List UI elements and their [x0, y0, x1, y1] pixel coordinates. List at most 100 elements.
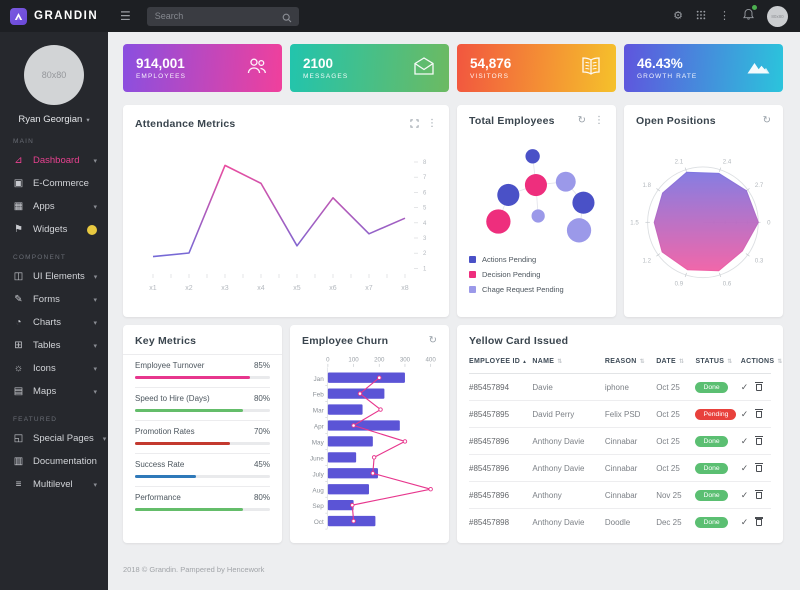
search-input[interactable]	[146, 6, 299, 26]
sidebar-item-forms[interactable]: ✎ Forms ▾	[0, 288, 108, 311]
trash-icon[interactable]	[755, 408, 764, 418]
svg-text:x8: x8	[401, 285, 409, 292]
sort-asc-icon[interactable]: ▴	[523, 358, 527, 365]
cell-employee-id: #85457896	[469, 463, 510, 473]
sidebar-item-label: Tables	[33, 340, 61, 351]
status-badge: Done	[695, 489, 728, 501]
column-label: DATE	[656, 358, 676, 365]
sidebar-item-widgets[interactable]: ⚑ Widgets	[0, 218, 108, 241]
kebab-icon[interactable]: ⋮	[427, 118, 437, 129]
cell-reason: Cinnabar	[604, 463, 638, 473]
trash-icon[interactable]	[755, 489, 764, 499]
key-metrics-card: Key Metrics Employee Turnover 85% Speed to…	[123, 325, 282, 543]
sort-icon[interactable]: ⇅	[727, 359, 733, 365]
refresh-icon[interactable]: ↻	[762, 115, 771, 126]
trash-icon[interactable]	[755, 435, 764, 445]
apps-icon: ▦	[13, 201, 24, 212]
sidebar-item-maps[interactable]: ▤ Maps ▾	[0, 380, 108, 403]
stat-label: VISITORS	[470, 73, 510, 80]
search-icon[interactable]	[282, 10, 292, 28]
cell-name: Anthony	[532, 490, 562, 500]
sidebar-item-ecommerce[interactable]: ▣ E-Commerce	[0, 172, 108, 195]
user-name: Ryan Georgian	[18, 114, 83, 125]
chevron-down-icon: ▾	[93, 296, 97, 304]
column-label: REASON	[604, 358, 637, 365]
user-menu[interactable]: Ryan Georgian ▾	[0, 114, 108, 125]
svg-text:4: 4	[423, 221, 427, 227]
col-name[interactable]: NAME ⇅	[532, 358, 604, 365]
svg-text:Jan: Jan	[313, 376, 324, 383]
stat-label: GROWTH RATE	[637, 73, 698, 80]
progress-fill	[135, 442, 230, 445]
legend-label: Decision Pending	[482, 270, 541, 279]
kebab-icon[interactable]: ⋮	[594, 115, 604, 126]
employee-churn-chart: 0 100 200 300 400 Jan Feb Mar Apr May June July Aug S…	[310, 356, 437, 530]
status-badge: Done	[695, 381, 728, 393]
sidebar-section-label: COMPONENT	[13, 254, 67, 261]
check-icon[interactable]: ✓	[740, 489, 749, 500]
svg-text:Aug: Aug	[312, 487, 324, 494]
trash-icon[interactable]	[755, 517, 764, 526]
cell-actions: ✓	[740, 489, 771, 501]
sort-icon[interactable]: ⇅	[639, 359, 645, 365]
col-actions[interactable]: ACTIONS ⇅	[741, 358, 783, 365]
table-row: #85457896 Anthony Davie Cinnabar Oct 25 Done…	[469, 455, 771, 482]
progress-track	[135, 409, 270, 412]
cell-reason: Cinnabar	[604, 490, 638, 500]
svg-text:May: May	[312, 440, 325, 447]
trash-icon[interactable]	[755, 462, 764, 472]
check-icon[interactable]: ✓	[740, 517, 749, 527]
col-reason[interactable]: REASON ⇅	[605, 358, 656, 365]
gear-icon[interactable]: ⚙	[673, 9, 683, 22]
card-title: Attendance Metrics	[135, 118, 236, 130]
hamburger-icon[interactable]: ☰	[120, 9, 131, 23]
metric-row: Performance 80%	[123, 487, 282, 511]
legend-item: Decision Pending	[469, 267, 604, 282]
progress-fill	[135, 508, 243, 511]
check-icon[interactable]: ✓	[740, 381, 749, 392]
check-icon[interactable]: ✓	[740, 435, 749, 446]
kebab-icon[interactable]: ⋮	[719, 9, 730, 22]
trash-icon[interactable]	[755, 381, 764, 391]
refresh-icon[interactable]: ↻	[428, 335, 437, 346]
brand[interactable]: GRANDIN	[0, 7, 108, 25]
sidebar-item-apps[interactable]: ▦ Apps ▾	[0, 195, 108, 218]
expand-icon[interactable]	[410, 115, 419, 133]
stat-card-messages: 2100 MESSAGES	[290, 44, 449, 92]
sidebar-item-label: E-Commerce	[33, 178, 89, 189]
metric-label: Employee Turnover	[135, 361, 205, 370]
column-label: EMPLOYEE ID	[469, 358, 521, 365]
check-icon[interactable]: ✓	[740, 408, 749, 419]
svg-text:1.8: 1.8	[643, 182, 652, 189]
col-employee-id[interactable]: EMPLOYEE ID ▴	[469, 358, 532, 365]
svg-text:400: 400	[426, 356, 437, 363]
col-status[interactable]: STATUS ⇅	[695, 358, 740, 365]
apps-grid-icon[interactable]	[696, 10, 706, 23]
stat-value: 46.43%	[637, 56, 683, 71]
sort-icon[interactable]: ⇅	[557, 359, 563, 365]
chevron-down-icon: ▾	[93, 342, 97, 350]
check-icon[interactable]: ✓	[740, 462, 749, 473]
forms-icon: ✎	[14, 294, 23, 305]
svg-text:July: July	[312, 471, 324, 478]
svg-text:Feb: Feb	[313, 392, 324, 399]
col-date[interactable]: DATE ⇅	[656, 358, 695, 365]
refresh-icon[interactable]: ↻	[577, 115, 586, 126]
cell-status: Done	[695, 435, 740, 447]
sidebar-item-special-pages[interactable]: ◱ Special Pages ▾	[0, 427, 108, 450]
sidebar-item-documentation[interactable]: ▥ Documentation	[0, 450, 108, 473]
sidebar-item-multilevel[interactable]: ≡ Multilevel ▾	[0, 473, 108, 496]
avatar[interactable]: 80x80	[767, 5, 788, 27]
bell-icon[interactable]	[743, 4, 758, 25]
sidebar-item-icons[interactable]: ☼ Icons ▾	[0, 357, 108, 380]
svg-text:6: 6	[423, 190, 427, 196]
sidebar-item-tables[interactable]: ⊞ Tables ▾	[0, 334, 108, 357]
sort-icon[interactable]: ⇅	[777, 359, 783, 365]
sidebar-item-dashboard[interactable]: ⊿ Dashboard ▾	[0, 149, 108, 172]
sidebar-item-ui-elements[interactable]: ◫ UI Elements ▾	[0, 265, 108, 288]
sidebar-item-charts[interactable]: ◔ Charts ▾	[0, 311, 108, 334]
metric-value: 70%	[253, 427, 270, 436]
stat-card-employees: 914,001 EMPLOYEES	[123, 44, 282, 92]
progress-track	[135, 442, 270, 445]
sort-icon[interactable]: ⇅	[678, 359, 685, 365]
